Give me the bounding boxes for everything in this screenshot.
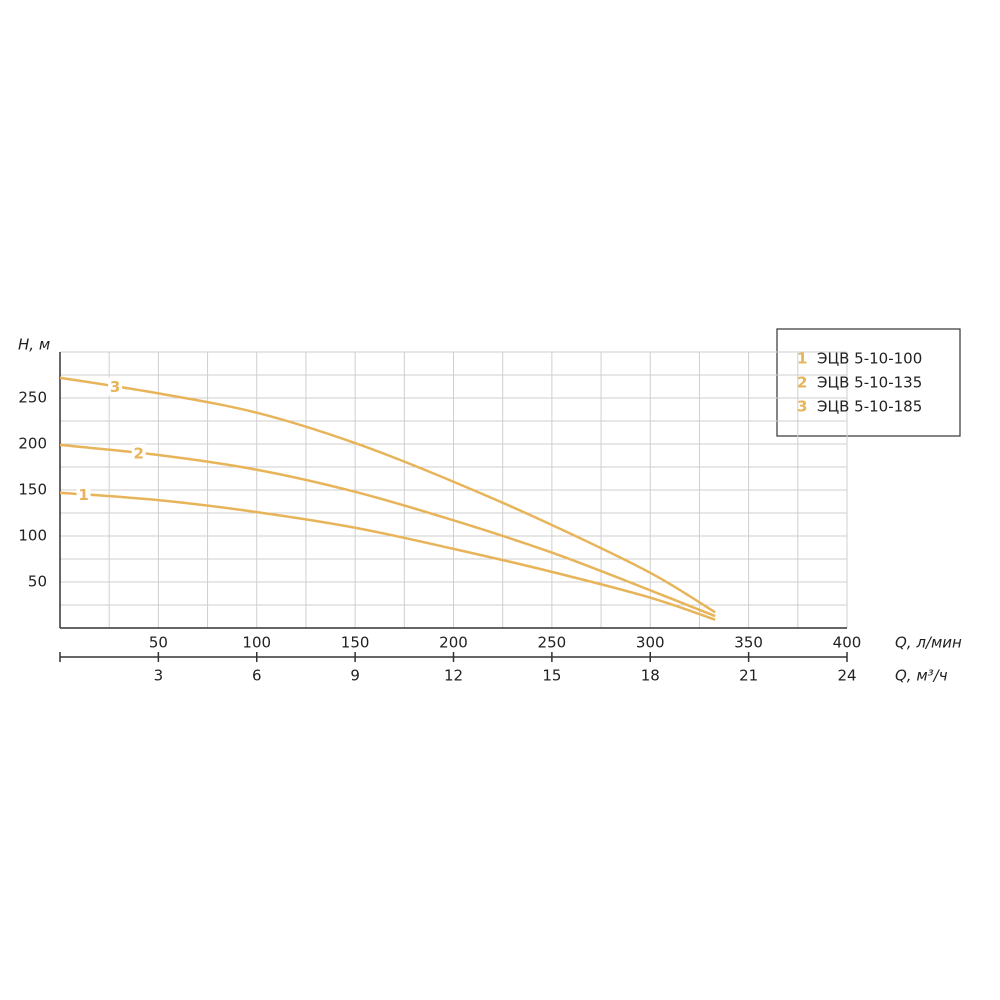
y-axis-label: H, м: [18, 336, 50, 354]
x-tick-label: 200: [439, 634, 468, 652]
x2-tick-label: 24: [837, 667, 856, 685]
x2-tick-label: 12: [444, 667, 463, 685]
x2-axis-label: Q, м³/ч: [895, 667, 948, 685]
x2-tick-label: 9: [350, 667, 360, 685]
legend-label: ЭЦВ 5-10-100: [817, 350, 922, 368]
x-tick-label: 350: [734, 634, 763, 652]
x-tick-label: 300: [636, 634, 665, 652]
x2-tick-label: 21: [739, 667, 758, 685]
x-tick-label: 400: [833, 634, 862, 652]
curve: [59, 491, 716, 621]
legend-label: ЭЦВ 5-10-135: [817, 374, 922, 392]
curve-label: 3: [110, 378, 120, 396]
curve-label-bg: [108, 377, 123, 396]
x-tick-label: 100: [242, 634, 271, 652]
x2-tick-label: 3: [154, 667, 164, 685]
y-tick-label: 150: [18, 481, 47, 499]
x2-tick-label: 6: [252, 667, 262, 685]
x-tick-label: 50: [149, 634, 168, 652]
curve-label: 1: [78, 486, 88, 504]
y-tick-label: 100: [18, 527, 47, 545]
y-tick-label: 200: [18, 435, 47, 453]
y-tick-label: 250: [18, 389, 47, 407]
x2-tick-label: 15: [542, 667, 561, 685]
curve-label-bg: [76, 485, 91, 504]
x-axis-label: Q, л/мин: [895, 634, 962, 652]
legend-marker: 3: [797, 398, 807, 416]
x-tick-label: 150: [341, 634, 370, 652]
x2-tick-label: 18: [641, 667, 660, 685]
y-tick-label: 50: [28, 573, 47, 591]
curve: [59, 443, 716, 618]
legend-marker: 2: [797, 374, 807, 392]
legend-marker: 1: [797, 350, 807, 368]
curve: [59, 376, 716, 614]
legend-box: [776, 328, 961, 437]
curve-label-bg: [131, 444, 146, 463]
curve-label: 2: [133, 445, 143, 463]
x-tick-label: 250: [538, 634, 567, 652]
legend-label: ЭЦВ 5-10-185: [817, 398, 922, 416]
